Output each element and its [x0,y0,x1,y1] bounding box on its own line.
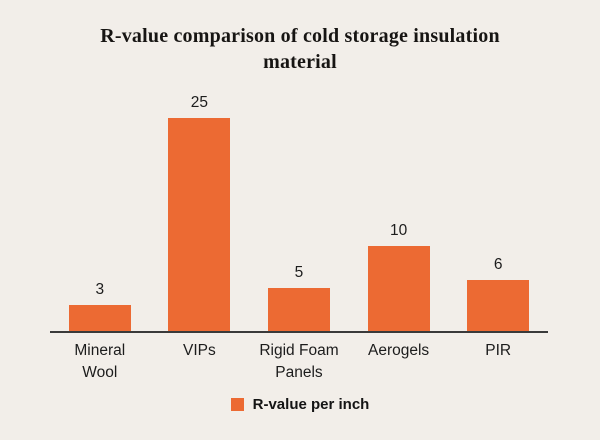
legend-label: R-value per inch [252,396,370,413]
bar [68,305,131,331]
legend-swatch-icon [230,398,244,411]
bar-value-label: 6 [493,256,503,273]
bar [367,246,430,331]
legend: R-value per inch [0,396,600,413]
x-axis-label: VIPs [183,342,216,359]
bar-slot: 25 [150,92,250,331]
bar [168,118,231,331]
x-axis-label: Mineral Wool [74,342,126,381]
bar-value-label: 5 [294,264,304,281]
x-axis-labels: Mineral Wool VIPs Rigid Foam Panels Aerogel… [50,340,548,383]
bar-slot: 5 [249,92,349,331]
chart-title: R-value comparison of cold storage insul… [100,25,500,73]
x-axis-label: Aerogels [367,342,430,359]
bar-slot: 3 [50,92,150,331]
bar [267,288,330,331]
x-axis-label: PIR [485,342,512,359]
plot-area: 3 25 5 10 6 [50,92,548,333]
bar-slot: 10 [349,92,449,331]
bar-value-label: 25 [190,94,209,111]
bar-value-label: 10 [389,222,408,239]
bar-slot: 6 [448,92,548,331]
x-axis-label: Rigid Foam Panels [259,342,339,381]
bar [467,280,530,331]
bar-value-label: 3 [95,281,105,298]
